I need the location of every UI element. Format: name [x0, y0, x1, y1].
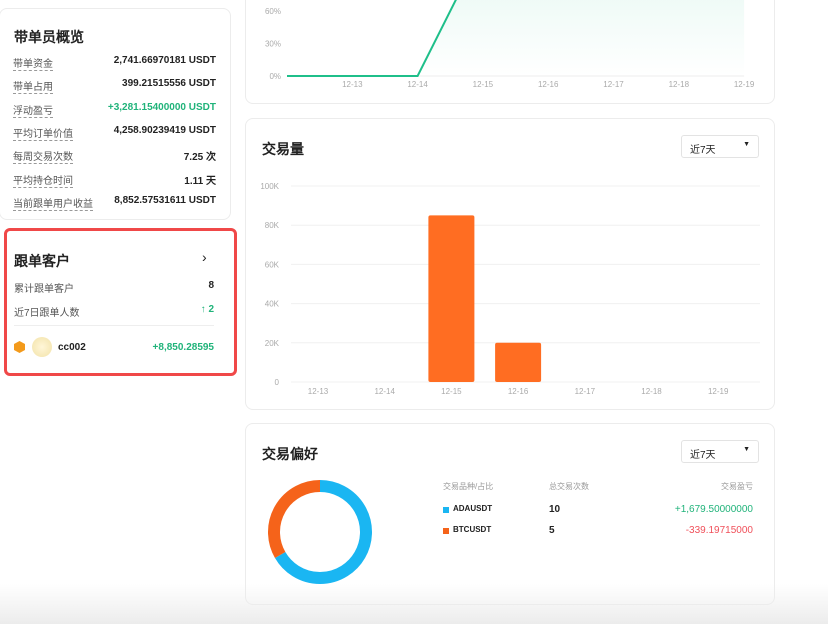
x-tick-label: 12-15: [441, 387, 462, 396]
divider: [14, 325, 214, 326]
x-tick-label: 12-14: [374, 387, 395, 396]
overview-label[interactable]: 浮动盈亏: [13, 102, 53, 118]
overview-card: 带单员概览 带单资金 2,741.66970181 USDT 带单占用 399.215…: [0, 8, 231, 220]
legend-swatch: [443, 507, 449, 513]
x-tick-label: 12-19: [734, 80, 755, 89]
volume-chart: 0 20K 40K 60K 80K 100K 12-13 12-14 12-15 12-16 12-…: [260, 182, 760, 396]
volume-period-select[interactable]: 近7天 ▼: [681, 135, 759, 158]
preference-period-select[interactable]: 近7天 ▼: [681, 440, 759, 463]
y-tick-label: 60%: [265, 7, 281, 16]
y-tick-label: 30%: [265, 40, 281, 49]
legend-swatch: [443, 528, 449, 534]
preference-donut: [268, 480, 372, 584]
avatar: [32, 337, 52, 357]
col-count: 总交易次数: [549, 482, 589, 491]
trade-pnl: +1,679.50000000: [674, 504, 753, 515]
return-chart-card: 0% 30% 60% 12-13 12-14 12-15 12-16 12-17 12-18 12…: [245, 0, 775, 104]
col-pnl: 交易盈亏: [721, 482, 753, 491]
level-badge-icon: [14, 341, 25, 353]
bar: [495, 342, 542, 382]
x-tick-label: 12-18: [669, 80, 690, 89]
y-tick-label: 80K: [265, 221, 280, 230]
donut-slice: [274, 480, 372, 584]
x-tick-label: 12-16: [538, 80, 559, 89]
total-followers-label: 累计跟单客户: [14, 284, 74, 295]
x-tick-label: 12-13: [308, 387, 329, 396]
recent-followers-label: 近7日跟单人数: [14, 308, 80, 319]
caret-down-icon: ▼: [743, 141, 750, 148]
followers-card: 跟单客户 › 累计跟单客户 8 近7日跟单人数 ↑ 2 cc002 +8,850.2…: [7, 231, 234, 373]
y-tick-label: 100K: [260, 182, 279, 191]
x-tick-label: 12-17: [575, 387, 596, 396]
x-tick-label: 12-15: [473, 80, 494, 89]
follower-name: cc002: [58, 341, 86, 353]
overview-value: 399.21515556 USDT: [122, 78, 216, 90]
overview-title: 带单员概览: [14, 29, 84, 45]
overview-label[interactable]: 当前跟单用户收益: [13, 195, 93, 211]
overview-label[interactable]: 平均订单价值: [13, 125, 73, 141]
recent-followers-value: 2: [208, 304, 214, 315]
preference-card: 交易偏好 近7天 ▼ 交易品种/占比 总交易次数 交易盈亏 ADAUSDT 10 +1…: [245, 423, 775, 605]
y-tick-label: 60K: [265, 260, 280, 269]
x-tick-label: 12-17: [603, 80, 624, 89]
overview-row: 当前跟单用户收益 8,852.57531611 USDT: [13, 195, 216, 211]
overview-value: 7.25 次: [183, 152, 216, 164]
chevron-right-icon[interactable]: ›: [202, 249, 207, 265]
total-followers-value: 8: [208, 280, 214, 291]
followers-title: 跟单客户: [14, 253, 70, 269]
overview-row: 浮动盈亏 +3,281.15400000 USDT: [13, 102, 216, 118]
period-value: 近7天: [690, 145, 716, 156]
followers-highlight: [4, 228, 237, 376]
area-fill: [287, 0, 745, 76]
volume-card: 交易量 近7天 ▼ 0 20K 40K 60K 80K 100K 12-13 12-14 12-1…: [245, 118, 775, 410]
preference-row: ADAUSDT 10 +1,679.50000000: [443, 504, 753, 516]
y-tick-label: 20K: [265, 339, 280, 348]
period-value: 近7天: [690, 450, 716, 461]
x-tick-label: 12-13: [342, 80, 363, 89]
trade-pnl: -339.19715000: [685, 525, 753, 536]
preference-title: 交易偏好: [262, 446, 318, 462]
preference-row: BTCUSDT 5 -339.19715000: [443, 525, 753, 537]
overview-value: +3,281.15400000 USDT: [107, 101, 216, 113]
overview-label[interactable]: 带单资金: [13, 55, 53, 71]
caret-down-icon: ▼: [743, 446, 750, 453]
overview-row: 每周交易次数 7.25 次: [13, 148, 216, 165]
symbol-name: ADAUSDT: [453, 504, 493, 513]
symbol-name: BTCUSDT: [453, 525, 492, 534]
overview-value: 2,741.66970181 USDT: [113, 55, 216, 66]
x-tick-label: 12-18: [641, 387, 662, 396]
overview-row: 带单占用 399.21515556 USDT: [13, 78, 216, 95]
overview-row: 平均订单价值 4,258.90239419 USDT: [13, 125, 216, 141]
x-tick-label: 12-14: [407, 80, 428, 89]
overview-label[interactable]: 带单占用: [13, 78, 53, 95]
overview-row: 平均持仓时间 1.11 天: [13, 172, 216, 188]
volume-title: 交易量: [262, 141, 304, 157]
bar: [428, 215, 475, 382]
follower-pnl: +8,850.28595: [152, 341, 214, 353]
series-line: [287, 0, 457, 77]
overview-label[interactable]: 每周交易次数: [13, 148, 73, 165]
overview-value: 8,852.57531611 USDT: [114, 194, 216, 206]
follower-item[interactable]: cc002 +8,850.28595: [14, 335, 214, 359]
x-tick-label: 12-19: [708, 387, 729, 396]
x-tick-label: 12-16: [508, 387, 529, 396]
overview-label[interactable]: 平均持仓时间: [13, 172, 73, 188]
overview-row: 带单资金 2,741.66970181 USDT: [13, 55, 216, 71]
overview-value: 1.11 天: [184, 175, 216, 187]
return-chart: 0% 30% 60% 12-13 12-14 12-15 12-16 12-17 12-18 12…: [265, 0, 755, 89]
trade-count: 5: [549, 525, 555, 536]
overview-value: 4,258.90239419 USDT: [113, 124, 216, 136]
donut-slice: [268, 480, 321, 558]
arrow-up-icon: ↑: [200, 304, 206, 315]
col-symbol: 交易品种/占比: [443, 482, 494, 491]
y-tick-label: 40K: [265, 300, 280, 309]
trade-count: 10: [549, 504, 561, 515]
y-tick-label: 0%: [269, 72, 281, 81]
y-tick-label: 0: [275, 378, 280, 387]
